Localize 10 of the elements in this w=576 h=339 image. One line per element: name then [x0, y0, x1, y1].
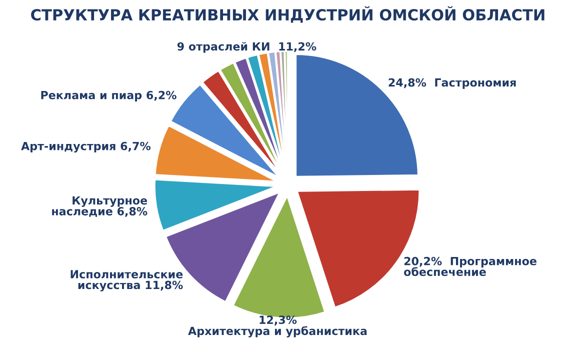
slice-label: Культурное наследие 6,8%: [52, 196, 148, 217]
slice-label: 24,8% Гастрономия: [388, 78, 516, 89]
slice-label: Исполнительские искусства 11,8%: [70, 270, 183, 292]
text: 9 отраслей КИ 11,2%: [177, 42, 316, 53]
slice-label: Арт-индустрия 6,7%: [21, 142, 151, 152]
chart-title: СТРУКТУРА КРЕАТИВНЫХ ИНДУСТРИЙ ОМСКОЙ ОБЛАСТИ: [31, 6, 544, 23]
slice-label: 20,2% Программное обеспечение: [404, 256, 536, 276]
slice-label: Реклама и пиар 6,2%: [41, 90, 176, 102]
slice-label: Архитектура и урбанистика: [188, 326, 367, 338]
data-label: 12,3%: [260, 316, 297, 326]
